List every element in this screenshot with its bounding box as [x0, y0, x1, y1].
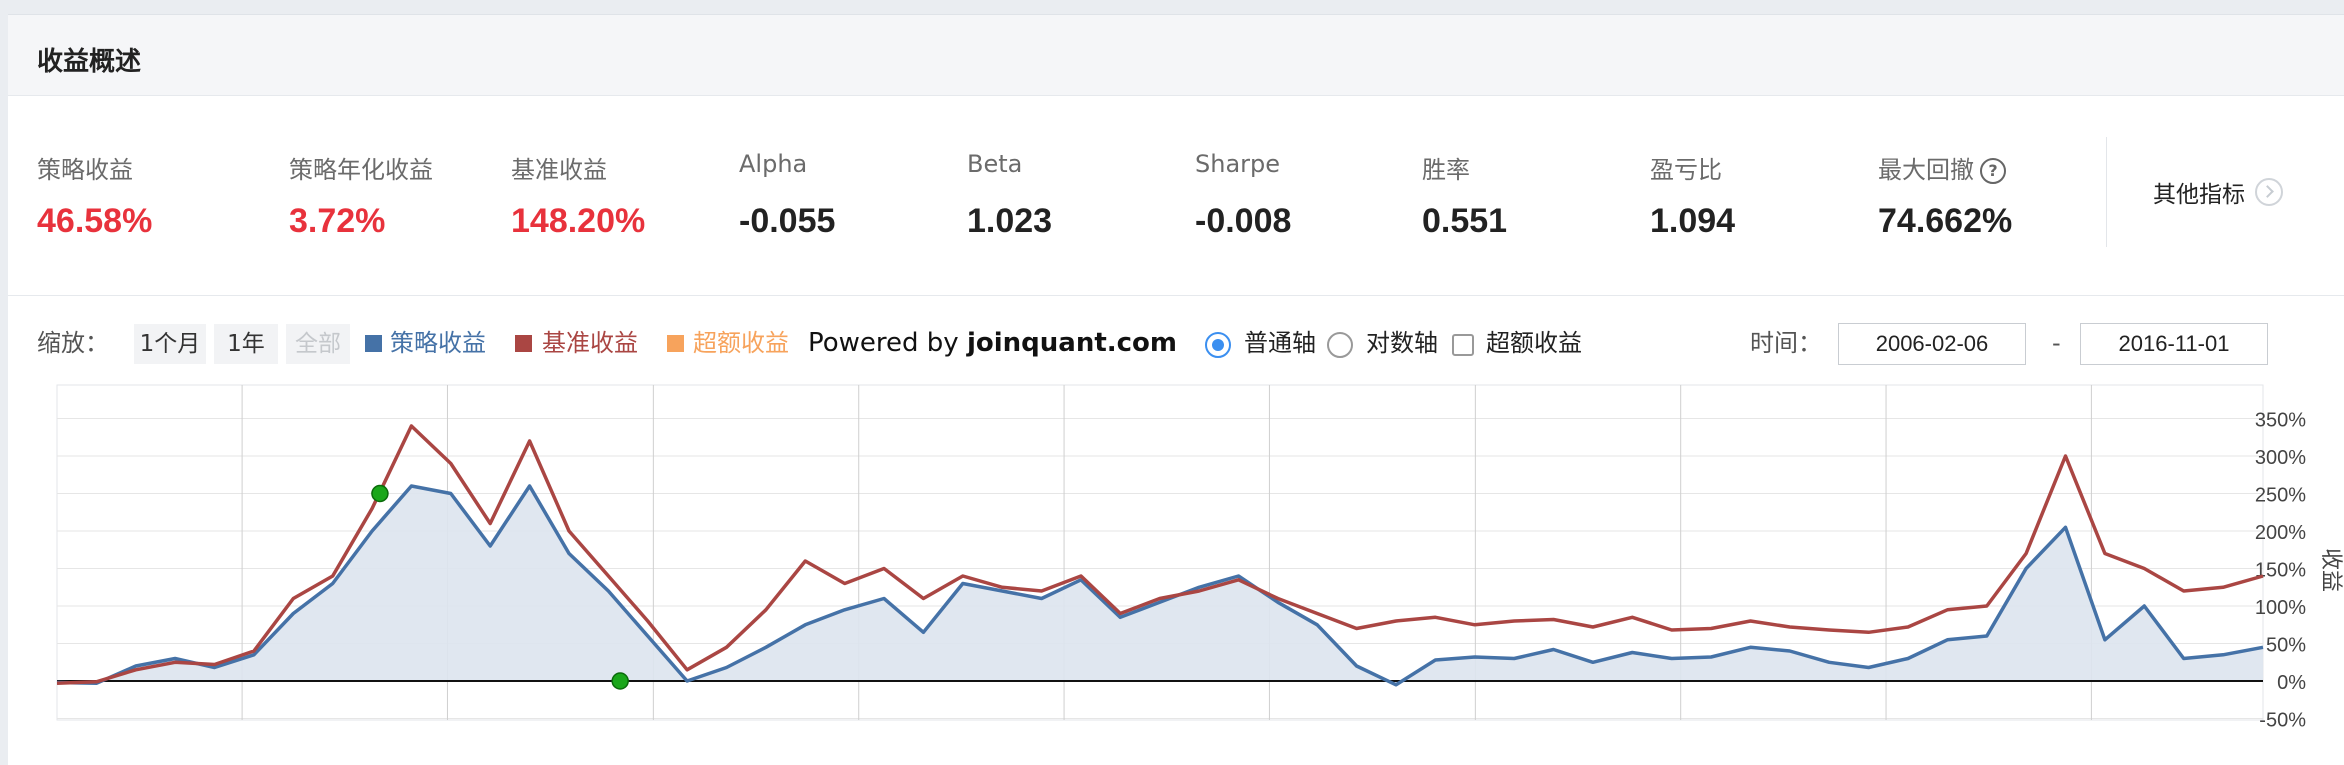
metric-label: Alpha [739, 150, 808, 178]
y-tick-label: 50% [2266, 635, 2306, 657]
metric-label: Sharpe [1195, 150, 1281, 178]
excess-return-checkbox[interactable] [1452, 334, 1474, 356]
metric-strategy-return: 策略收益 46.58% [37, 150, 257, 241]
metric-max-drawdown: 最大回撤? 74.662% [1878, 150, 2098, 241]
legend-swatch-strategy [365, 335, 382, 352]
zoom-label: 缩放： [37, 329, 109, 357]
chart-toolbar: 缩放： 1个月 1年 全部 策略收益 基准收益 超额收益 Powered by … [8, 320, 2344, 370]
drawdown-marker [611, 672, 629, 690]
metric-value: 1.023 [967, 202, 1053, 240]
end-date-field[interactable] [2080, 323, 2268, 365]
metric-annualized-return: 策略年化收益 3.72% [289, 150, 509, 241]
metric-label: 策略收益 [37, 156, 133, 184]
returns-chart[interactable]: 350% 300% 250% 200% 150% 100% 50% 0% -50% 收益 [8, 15, 2344, 765]
metrics-divider [2106, 137, 2107, 247]
y-tick-label: -50% [2259, 710, 2306, 732]
date-separator: - [2052, 329, 2061, 357]
help-icon[interactable]: ? [1980, 158, 2006, 184]
powered-site: joinquant.com [966, 328, 1178, 358]
metric-value: 74.662% [1878, 202, 2013, 240]
panel-header: 收益概述 [8, 15, 2344, 96]
powered-by: Powered by joinquant.com [808, 320, 1177, 366]
zoom-1-month-button[interactable]: 1个月 [134, 324, 206, 364]
drawdown-marker [371, 484, 389, 503]
panel-title: 收益概述 [37, 47, 142, 77]
metric-value: 0.551 [1422, 202, 1508, 240]
normal-axis-radio[interactable] [1205, 332, 1231, 358]
metric-label: 盈亏比 [1650, 156, 1722, 184]
metric-value: 46.58% [37, 202, 153, 240]
metric-benchmark-return: 基准收益 148.20% [511, 150, 731, 241]
metric-value: 3.72% [289, 202, 386, 240]
chevron-right-icon [2255, 178, 2283, 206]
time-label: 时间： [1750, 329, 1822, 357]
legend-item-strategy[interactable]: 策略收益 [390, 329, 486, 357]
y-tick-label: 200% [2255, 522, 2306, 544]
zoom-1-year-button[interactable]: 1年 [214, 324, 278, 364]
normal-axis-label[interactable]: 普通轴 [1244, 329, 1316, 357]
metric-label: 基准收益 [511, 156, 607, 184]
metric-win-rate: 胜率 0.551 [1422, 150, 1642, 241]
metric-profit-loss-ratio: 盈亏比 1.094 [1650, 150, 1870, 241]
y-tick-label: 0% [2277, 672, 2306, 694]
other-metrics-label: 其他指标 [2153, 182, 2245, 208]
series-area-strategy [57, 486, 2263, 685]
returns-overview-panel: 收益概述 策略收益 46.58% 策略年化收益 3.72% 基准收益 148.2… [8, 14, 2344, 765]
y-tick-label: 100% [2255, 597, 2306, 619]
powered-prefix: Powered by [808, 328, 959, 358]
metric-beta: Beta 1.023 [967, 150, 1187, 241]
y-tick-label: 150% [2255, 560, 2306, 582]
y-tick-label: 300% [2255, 447, 2306, 469]
metric-label: 最大回撤? [1878, 150, 2098, 184]
y-axis-title: 收益 [2318, 548, 2343, 592]
excess-return-checkbox-label[interactable]: 超额收益 [1486, 329, 1582, 357]
start-date-field[interactable] [1838, 323, 2026, 365]
y-tick-label: 350% [2255, 410, 2306, 432]
log-axis-label[interactable]: 对数轴 [1366, 329, 1438, 357]
metric-value: -0.008 [1195, 202, 1292, 240]
metric-sharpe: Sharpe -0.008 [1195, 150, 1415, 241]
log-axis-radio[interactable] [1327, 332, 1353, 358]
metric-label: 胜率 [1422, 156, 1470, 184]
metric-label-text: 最大回撤 [1878, 156, 1974, 184]
y-tick-label: 250% [2255, 485, 2306, 507]
zoom-all-button[interactable]: 全部 [286, 324, 350, 364]
legend-swatch-benchmark [515, 335, 532, 352]
legend-swatch-excess [667, 335, 684, 352]
metric-value: 1.094 [1650, 202, 1736, 240]
metric-label: 策略年化收益 [289, 156, 433, 184]
other-metrics-button[interactable]: 其他指标 [2153, 175, 2283, 209]
legend-item-benchmark[interactable]: 基准收益 [542, 329, 638, 357]
series-line-benchmark [56, 424, 2264, 686]
metric-alpha: Alpha -0.055 [739, 150, 959, 241]
metrics-row: 策略收益 46.58% 策略年化收益 3.72% 基准收益 148.20% Al… [8, 95, 2344, 296]
series-line-strategy [56, 484, 2264, 687]
metric-label: Beta [967, 150, 1023, 178]
legend-item-excess[interactable]: 超额收益 [693, 329, 789, 357]
metric-value: -0.055 [739, 202, 836, 240]
metric-value: 148.20% [511, 202, 646, 240]
